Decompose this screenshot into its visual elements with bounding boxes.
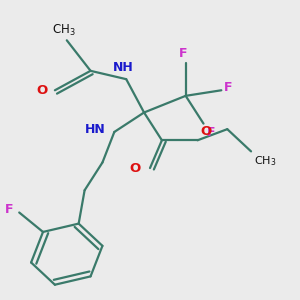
Text: CH$_3$: CH$_3$ xyxy=(52,22,76,38)
Text: HN: HN xyxy=(85,123,105,136)
Text: F: F xyxy=(224,81,233,94)
Text: F: F xyxy=(178,47,187,60)
Text: O: O xyxy=(36,84,47,97)
Text: CH$_3$: CH$_3$ xyxy=(254,154,277,168)
Text: NH: NH xyxy=(113,61,134,74)
Text: F: F xyxy=(5,203,13,216)
Text: F: F xyxy=(206,126,215,140)
Text: O: O xyxy=(200,124,212,137)
Text: O: O xyxy=(130,162,141,175)
